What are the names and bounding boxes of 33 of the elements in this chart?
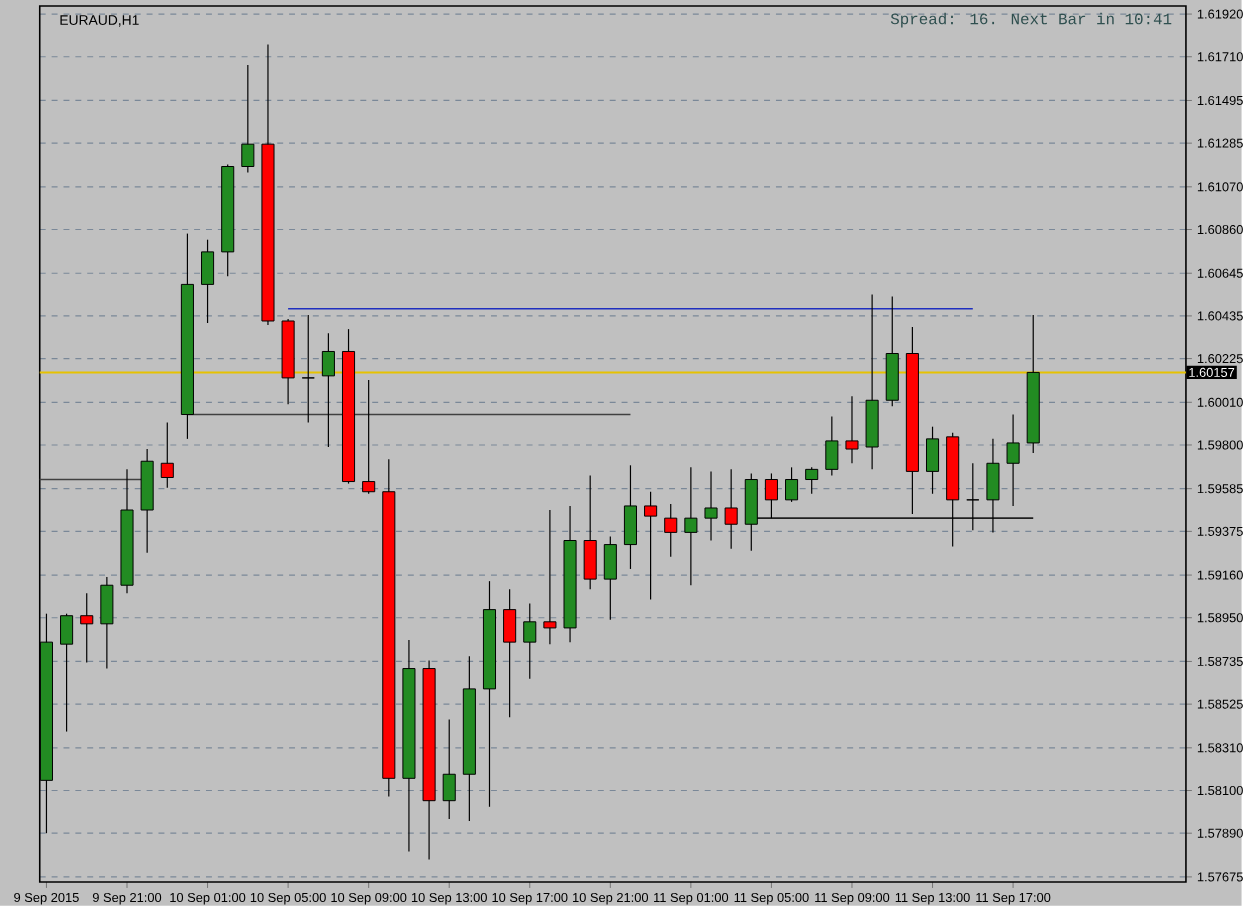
candlestick xyxy=(925,426,940,495)
candlestick xyxy=(865,294,879,471)
candlestick xyxy=(1006,414,1020,507)
candlestick xyxy=(845,396,859,465)
candlestick xyxy=(241,64,255,174)
candlestick xyxy=(543,509,557,646)
candlestick xyxy=(785,467,799,503)
candlestick xyxy=(362,379,376,495)
candlestick xyxy=(603,536,617,621)
candlestick xyxy=(644,491,658,601)
candlestick xyxy=(764,473,778,520)
candlestick xyxy=(583,475,597,591)
candlestick xyxy=(160,422,174,489)
candlestick xyxy=(80,593,94,664)
candlestick xyxy=(321,332,335,449)
candlestick xyxy=(825,416,839,477)
candlestick xyxy=(523,603,537,680)
candlestick xyxy=(664,503,678,558)
candlestick xyxy=(100,576,114,670)
candlestick xyxy=(704,471,718,542)
candlestick xyxy=(623,465,637,570)
candlestick xyxy=(301,314,315,424)
candlestick xyxy=(684,467,698,587)
candlestick xyxy=(885,296,899,408)
candlestick xyxy=(201,239,215,325)
candlestick xyxy=(503,589,517,719)
candlestick xyxy=(966,463,980,532)
candlestick xyxy=(744,473,758,552)
candlestick xyxy=(724,469,738,550)
candlestick xyxy=(442,719,456,820)
candlestick xyxy=(60,613,74,733)
candlestick xyxy=(805,467,819,495)
candlestick xyxy=(986,438,1000,534)
